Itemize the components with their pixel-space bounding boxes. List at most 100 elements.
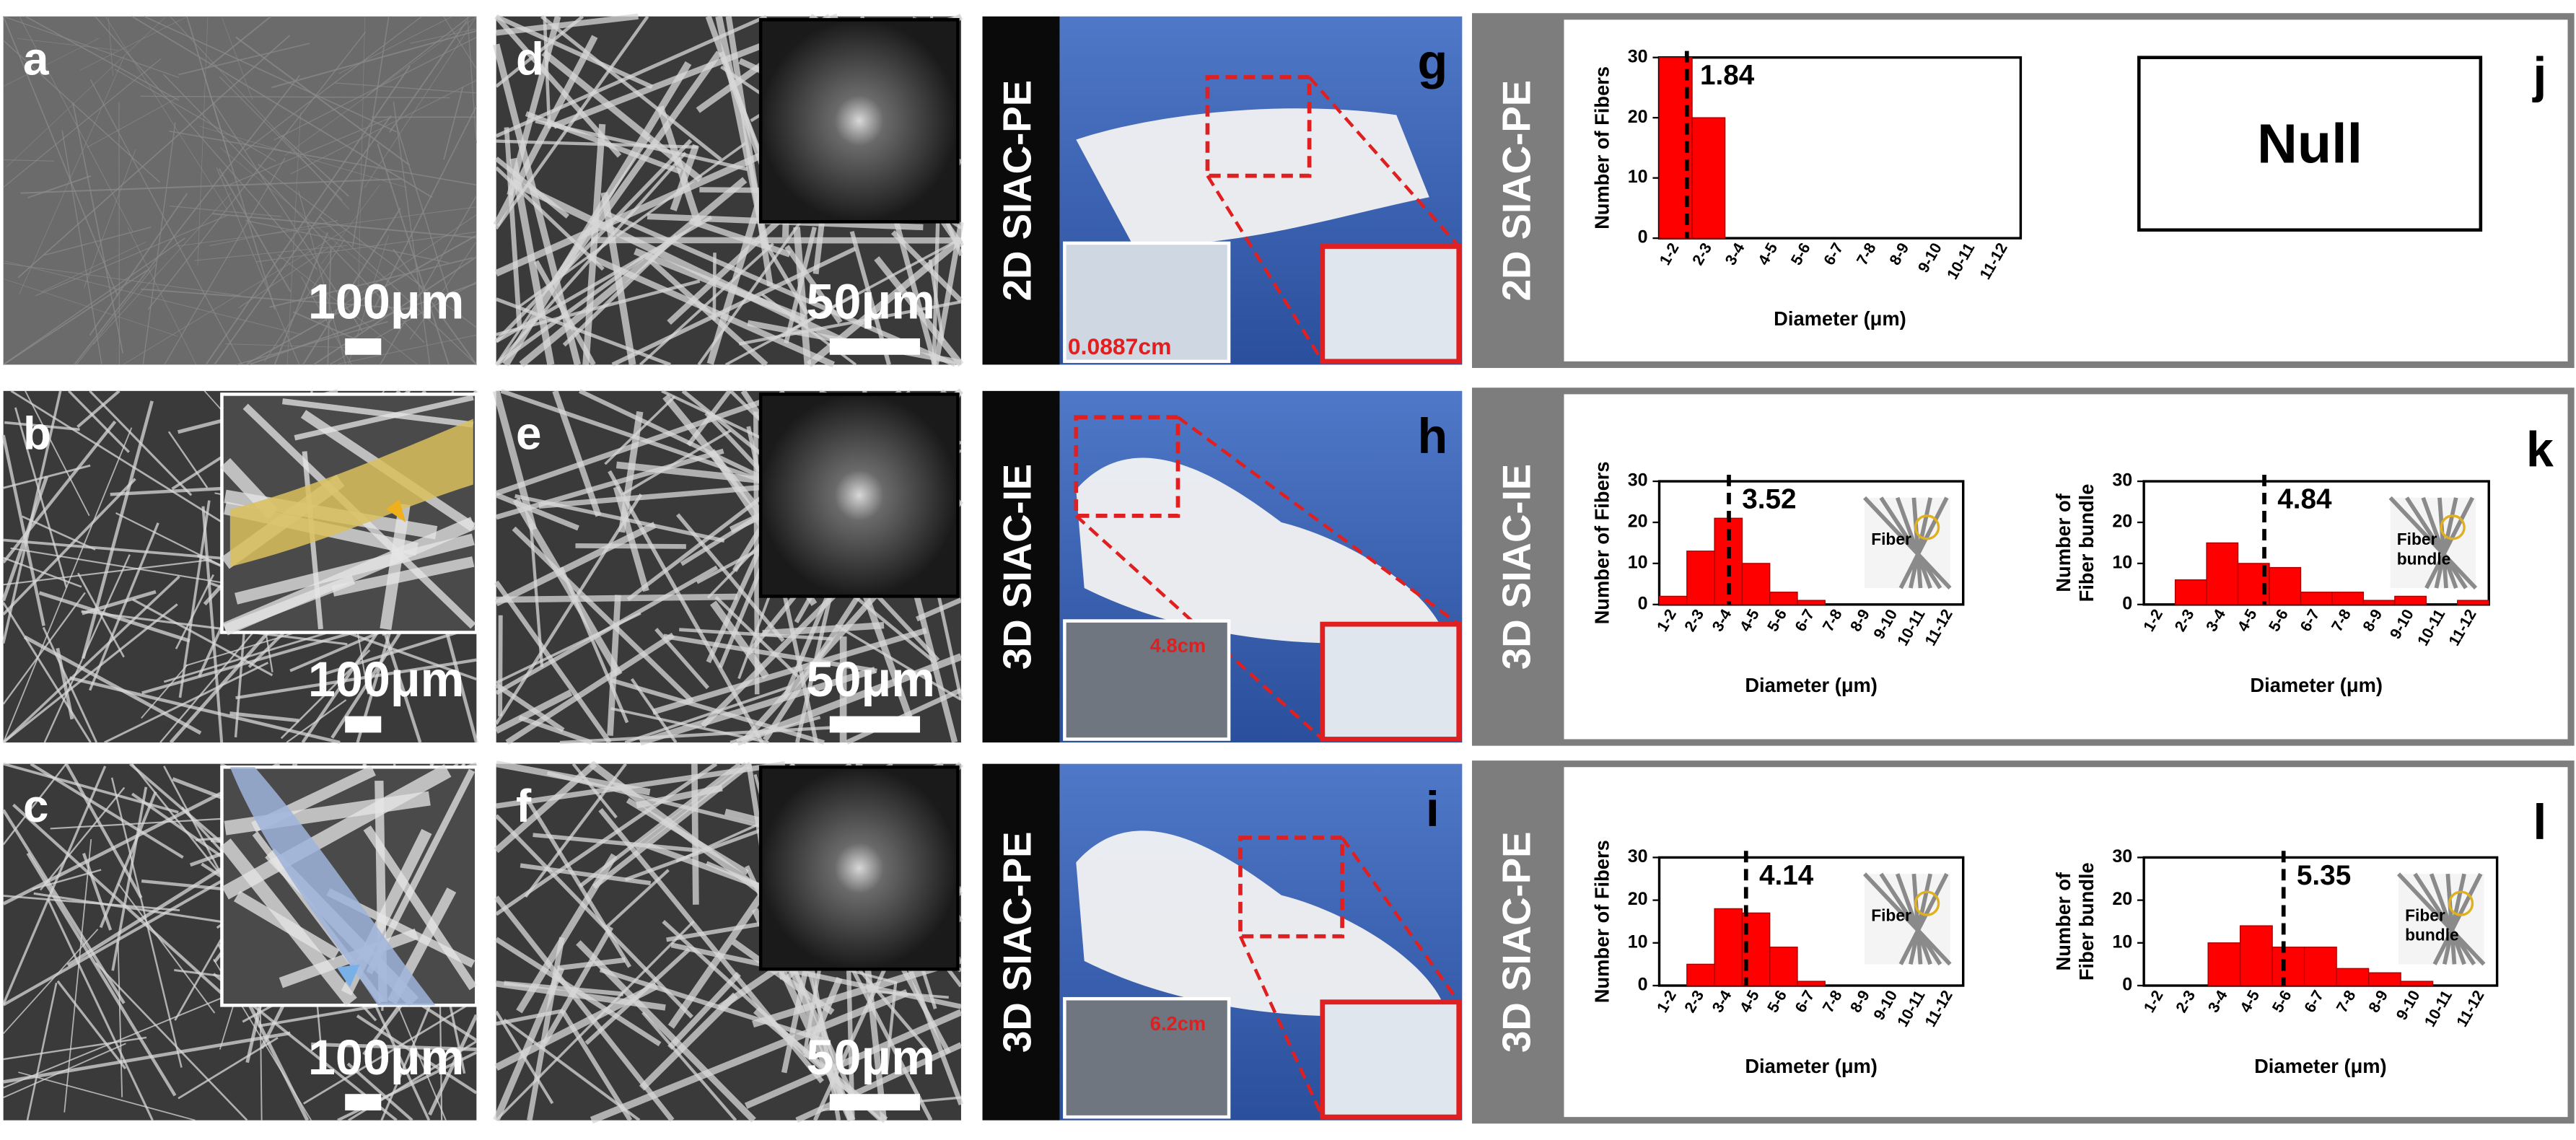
fiber xyxy=(167,431,209,488)
panel-letter: i xyxy=(1426,782,1440,837)
fiber xyxy=(868,989,949,999)
y-tick-label: 30 xyxy=(1628,846,1648,867)
fiber xyxy=(634,247,806,322)
schematic-fiber xyxy=(2424,496,2475,589)
fiber xyxy=(367,16,470,96)
fiber xyxy=(495,14,768,138)
fiber xyxy=(346,1062,413,1122)
fiber xyxy=(26,852,177,1097)
fiber xyxy=(582,123,606,365)
fiber xyxy=(105,16,228,211)
scale-bar xyxy=(345,338,382,355)
measure-inset xyxy=(1063,619,1231,741)
fiber xyxy=(3,260,302,336)
fiber xyxy=(495,216,713,343)
sample-label: 3D SIAC-IE xyxy=(1494,464,1538,670)
bar xyxy=(2303,947,2337,986)
y-tick-label: 10 xyxy=(1628,167,1648,187)
schematic-fiber xyxy=(2434,497,2458,589)
fiber xyxy=(72,102,124,354)
fiber xyxy=(3,1036,147,1061)
fiber xyxy=(3,895,180,911)
bar xyxy=(1686,551,1715,605)
fiber xyxy=(331,556,475,597)
x-axis-label: Diameter (μm) xyxy=(2254,1055,2387,1077)
fiber xyxy=(590,989,908,1124)
mean-label: 1.84 xyxy=(1700,60,1755,91)
fiber xyxy=(95,962,248,1121)
x-axis-label: Diameter (μm) xyxy=(2250,674,2383,696)
fiber xyxy=(206,16,271,69)
fiber xyxy=(76,263,157,365)
fiber xyxy=(20,178,401,194)
fiber xyxy=(410,28,477,44)
fiber xyxy=(131,15,433,198)
schematic-fiber xyxy=(2405,496,2468,589)
fiber xyxy=(496,981,666,1011)
fiber xyxy=(290,79,477,175)
fiber xyxy=(338,16,453,74)
fiber xyxy=(10,547,250,588)
fiber xyxy=(624,685,791,744)
bar xyxy=(2269,566,2302,605)
zoom-inset xyxy=(1320,244,1462,364)
label-strip xyxy=(982,763,1060,1121)
fiber xyxy=(108,16,114,76)
y-tick-label: 30 xyxy=(2112,846,2132,867)
fiber xyxy=(510,178,864,354)
fiber xyxy=(211,100,363,332)
fiber xyxy=(557,957,626,971)
fiber xyxy=(236,320,388,366)
fiber xyxy=(495,398,767,496)
schematic-fiber xyxy=(1911,497,1923,589)
panel-letter: h xyxy=(1417,409,1447,464)
panel-letter: d xyxy=(516,32,544,84)
scale-bar xyxy=(345,716,382,733)
panel-letter: f xyxy=(516,780,532,832)
scale-bar-label: 100μm xyxy=(308,275,464,330)
scale-bar xyxy=(829,716,921,733)
schematic-marker xyxy=(2440,514,2466,540)
fiber xyxy=(2,763,67,846)
zoom-guide xyxy=(1177,416,1460,626)
fiber xyxy=(246,234,477,365)
schematic-label: Fiber xyxy=(2397,530,2437,548)
fiber xyxy=(3,40,161,183)
bar xyxy=(2331,592,2365,605)
fiber xyxy=(3,762,179,814)
fiber xyxy=(212,213,477,239)
fiber xyxy=(175,574,214,649)
bar xyxy=(2174,579,2207,605)
null-label: Null xyxy=(2257,113,2362,175)
schematic-fiber xyxy=(1863,872,1952,966)
bar xyxy=(1686,963,1715,986)
fiber xyxy=(634,761,748,851)
fiber xyxy=(639,667,876,746)
fiber xyxy=(542,926,614,1045)
y-tick-label: 20 xyxy=(2112,512,2132,532)
highlighted-fiber xyxy=(229,418,473,567)
fiber xyxy=(3,237,185,366)
fiber xyxy=(352,16,390,247)
y-tick-label: 0 xyxy=(2122,593,2132,613)
fiber xyxy=(467,16,477,144)
fiber xyxy=(114,69,276,162)
fiber xyxy=(140,95,450,99)
fiber xyxy=(428,1014,478,1116)
y-tick-label: 0 xyxy=(2122,975,2132,995)
panel-letter: b xyxy=(23,407,51,459)
fiber xyxy=(286,699,347,743)
y-tick-label: 20 xyxy=(1628,889,1648,909)
fiber xyxy=(300,276,352,365)
bar xyxy=(2239,925,2273,986)
fiber xyxy=(338,334,477,365)
panel-letter: g xyxy=(1417,35,1447,89)
fiber xyxy=(17,35,291,279)
fiber xyxy=(216,167,300,365)
fiber xyxy=(2,427,133,743)
bar xyxy=(1797,981,1826,986)
sample-label: 3D SIAC-PE xyxy=(1494,831,1538,1053)
fiber xyxy=(201,506,224,743)
